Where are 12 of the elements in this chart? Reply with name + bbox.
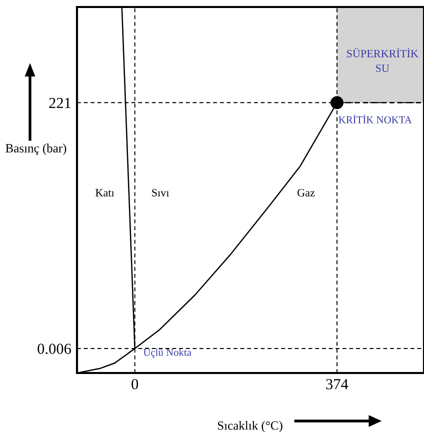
annotation: KRİTİK NOKTA	[338, 114, 412, 124]
annotation: Katı	[96, 189, 114, 196]
y-tick-label: 221	[49, 98, 71, 108]
y-axis-title: Basınç (bar)	[6, 144, 66, 155]
x-tick-label: 0	[132, 378, 138, 390]
y-tick-label: 0.006	[38, 344, 71, 354]
annotation: Sıvı	[152, 188, 170, 196]
x-tick-label: 374	[326, 379, 348, 390]
annotation: Üçlü Nokta	[143, 347, 192, 358]
x-axis-title: Sıcaklık (°C)	[218, 421, 282, 432]
annotation: Gaz	[298, 188, 315, 196]
annotation: SÜPERKRİTİK SU	[346, 48, 418, 72]
